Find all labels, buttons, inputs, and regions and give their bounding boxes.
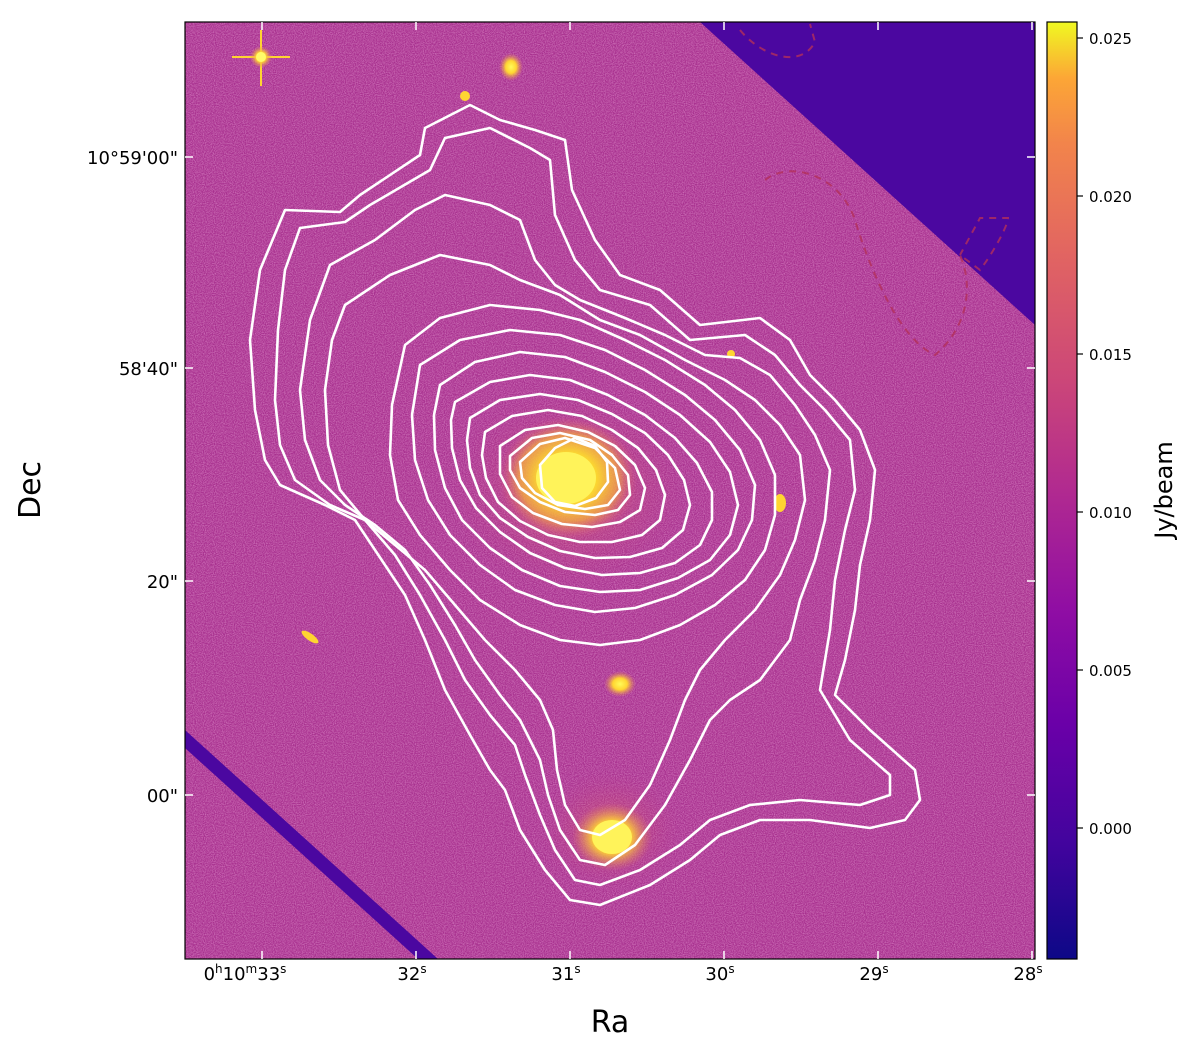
contour-level-1	[248, 103, 922, 907]
radio-contours	[248, 103, 922, 907]
dec-tick-label-3: 00"	[147, 786, 178, 807]
contour-level-9	[465, 392, 692, 560]
contour-level-14	[538, 436, 610, 508]
colorbar: 0.025 0.020 0.015 0.010 0.005 0.000 Jy/b…	[1046, 21, 1178, 960]
x-axis-title: Ra	[591, 1005, 630, 1040]
colorbar-tick-label-4: 0.005	[1089, 662, 1132, 680]
image-frame	[184, 21, 1036, 960]
colorbar-tick-label-2: 0.015	[1089, 346, 1132, 364]
ra-tick-label-5: 28s	[1013, 962, 1042, 985]
colorbar-tick-label-5: 0.000	[1089, 820, 1132, 838]
southern-galaxy-core	[592, 820, 632, 854]
ra-tick-labels: 0h10m33s 32s 31s 30s 29s 28s	[204, 962, 1043, 985]
contour-level-13	[518, 436, 622, 511]
contour-level-4	[323, 253, 807, 837]
colorbar-ticks	[1077, 37, 1083, 829]
contour-level-6	[410, 328, 757, 614]
dec-tick-label-1: 58'40"	[119, 359, 178, 380]
ra-tick-label-1: 32s	[397, 962, 426, 985]
blank-stripe-bottom-left	[185, 730, 438, 959]
bright-star	[232, 30, 290, 86]
compact-source-small	[460, 91, 470, 101]
ra-tick-label-3: 30s	[705, 962, 734, 985]
colorbar-tick-label-0: 0.025	[1089, 30, 1132, 48]
elongated-source-west	[301, 630, 319, 644]
ra-tick-label-0: 0h10m33s	[204, 962, 287, 985]
central-galaxy-core	[536, 452, 596, 504]
ra-tick-label-2: 31s	[551, 962, 580, 985]
dec-tick-marks	[185, 156, 1035, 796]
ra-tick-label-4: 29s	[859, 962, 888, 985]
companion-source	[604, 671, 636, 697]
compact-source-north	[499, 53, 523, 81]
contour-level-5	[388, 303, 777, 647]
contour-level-10	[480, 408, 667, 544]
contour-level-7	[432, 350, 740, 594]
colorbar-tick-label-1: 0.020	[1089, 188, 1132, 206]
dec-tick-labels: 10°59'00" 58'40" 20" 00"	[87, 148, 178, 807]
colorbar-frame	[1046, 21, 1078, 960]
contour-level-8	[449, 373, 714, 577]
compact-source-east	[774, 494, 786, 512]
colorbar-tick-label-3: 0.010	[1089, 504, 1132, 522]
contour-level-12	[508, 431, 632, 517]
blank-region-top-right	[700, 22, 1035, 325]
y-axis-title: Dec	[13, 461, 48, 519]
contour-level-2	[273, 126, 892, 887]
colorbar-gradient	[1047, 22, 1077, 959]
ra-tick-marks	[261, 22, 1033, 959]
contour-level-11	[498, 423, 647, 529]
image-panel	[185, 22, 1035, 959]
dec-tick-label-0: 10°59'00"	[87, 148, 178, 169]
colorbar-title: Jy/beam	[1150, 441, 1178, 540]
dec-tick-label-2: 20"	[147, 572, 178, 593]
